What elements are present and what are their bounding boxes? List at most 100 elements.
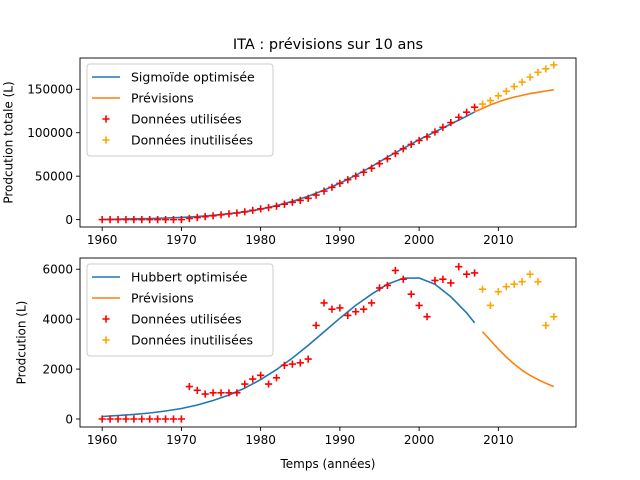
data-point [177, 216, 186, 224]
x-tick-label: 2010 [483, 433, 514, 447]
y-tick-label: 4000 [42, 312, 73, 326]
data-point [336, 304, 344, 312]
data-point [161, 216, 170, 224]
legend-box [86, 263, 274, 357]
data-point [391, 266, 399, 275]
data-point [98, 415, 106, 423]
data-point [486, 301, 495, 310]
chart-title: ITA : prévisions sur 10 ans [233, 37, 423, 53]
data-point [502, 87, 510, 95]
data-point [470, 103, 479, 111]
data-point [288, 198, 296, 206]
data-point [177, 415, 186, 423]
data-point [423, 313, 431, 321]
data-point [114, 415, 122, 423]
data-point [542, 321, 550, 329]
legend-marker-swatch [102, 336, 110, 344]
x-tick-label: 1990 [325, 433, 356, 447]
data-point [336, 179, 344, 187]
data-point [455, 263, 463, 271]
data-point [312, 321, 320, 329]
data-point [304, 194, 312, 202]
data-point [312, 191, 320, 199]
data-point [439, 275, 447, 283]
data-point [138, 216, 146, 224]
data-point [106, 216, 114, 224]
data-point [296, 196, 304, 205]
x-tick-label: 1970 [166, 233, 197, 247]
data-point [550, 61, 558, 69]
data-point [415, 301, 423, 310]
data-point [280, 361, 289, 369]
data-point [249, 375, 257, 383]
data-point [550, 313, 558, 321]
data-point [344, 176, 352, 184]
data-point [399, 275, 407, 283]
data-point [257, 371, 265, 379]
data-point [510, 82, 518, 91]
data-point [542, 65, 550, 73]
x-tick-label: 1960 [87, 433, 118, 447]
legend: Sigmoïde optimisée Prévisions Données util… [86, 63, 274, 157]
y-tick-label: 150000 [27, 83, 73, 97]
data-point [478, 285, 487, 293]
data-point [225, 210, 233, 218]
y-tick-label: 6000 [42, 263, 73, 277]
y-tick-label: 50000 [35, 169, 73, 183]
data-point [518, 278, 526, 286]
data-point [478, 100, 487, 108]
data-point [241, 208, 249, 216]
axes-frame [79, 57, 577, 228]
data-point [383, 281, 392, 290]
data-point [494, 288, 502, 296]
y-tick-label: 100000 [27, 126, 73, 140]
data-point [383, 155, 392, 163]
data-point [463, 270, 471, 278]
data-point [257, 205, 265, 213]
x-axis-label: Temps (années) [280, 457, 376, 471]
legend-label: Données inutilisées [131, 133, 253, 148]
data-point [122, 415, 130, 423]
data-point [185, 214, 193, 223]
series-line [102, 277, 476, 418]
data-point [225, 389, 233, 397]
data-point [193, 386, 201, 394]
x-tick-label: 2000 [404, 433, 435, 447]
x-tick-label: 1980 [245, 433, 276, 447]
data-point [130, 415, 138, 423]
data-point [169, 415, 178, 423]
data-point [169, 216, 178, 224]
data-point [447, 279, 455, 287]
x-tick-label: 1990 [325, 233, 356, 247]
x-tick-label: 2010 [483, 233, 514, 247]
axes-frame [79, 257, 577, 428]
legend-marker-swatch [102, 315, 110, 323]
legend-label: Prévisions [131, 91, 194, 106]
y-axis-label: Prodcution (L) [15, 301, 29, 385]
data-point [510, 280, 518, 288]
data-point [130, 216, 138, 224]
legend: Hubbert optimisée Prévisions Données utili… [86, 263, 274, 357]
data-point [407, 140, 415, 148]
data-point [264, 204, 273, 212]
legend-box [86, 63, 274, 157]
data-point [431, 128, 439, 136]
data-point [296, 359, 304, 367]
data-point [526, 270, 534, 278]
data-point [399, 145, 407, 153]
y-tick-label: 0 [65, 412, 73, 426]
data-point [367, 164, 376, 172]
data-point [415, 136, 423, 145]
data-point [233, 389, 241, 397]
data-point [518, 78, 526, 86]
data-point [423, 133, 431, 141]
x-tick-label: 1980 [245, 233, 276, 247]
legend-label: Données utilisées [131, 312, 242, 327]
data-point [209, 212, 217, 220]
legend-label: Données inutilisées [131, 333, 253, 348]
data-point [161, 415, 170, 423]
data-point [407, 290, 415, 298]
x-tick-label: 1970 [166, 433, 197, 447]
data-point [241, 380, 249, 388]
data-point [217, 211, 225, 219]
